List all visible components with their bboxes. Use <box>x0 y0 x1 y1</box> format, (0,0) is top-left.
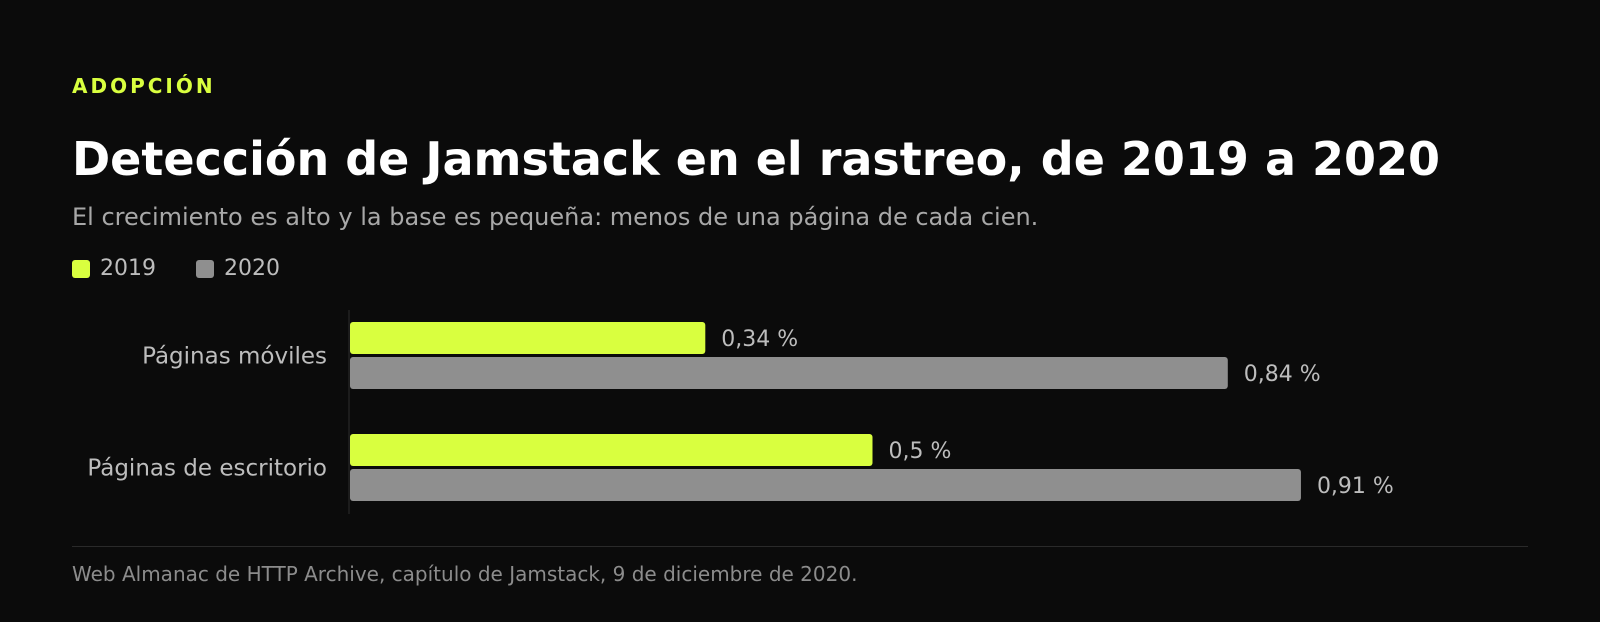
bar-chart: Páginas móviles 0,34 % 0,84 % Páginas de es… <box>87 310 1394 514</box>
value-label-2020: 0,84 % <box>1244 362 1321 387</box>
bar-2019 <box>350 434 873 466</box>
bar-2019 <box>350 322 706 354</box>
value-label-2019: 0,34 % <box>721 327 798 352</box>
legend-label-2020: 2020 <box>224 256 280 281</box>
bar-2020 <box>350 357 1228 389</box>
bar-2020 <box>350 469 1301 501</box>
value-label-2020: 0,91 % <box>1317 474 1394 499</box>
category-label: Páginas móviles <box>142 344 327 370</box>
section-eyebrow: ADOPCIÓN <box>72 74 216 98</box>
legend-swatch-2020 <box>196 259 214 278</box>
footer-divider <box>72 546 1528 547</box>
chart-title: Detección de Jamstack en el rastreo, de … <box>72 132 1441 186</box>
legend-item-2019: 2019 <box>72 256 156 281</box>
value-label-2019: 0,5 % <box>889 439 952 464</box>
legend-label-2019: 2019 <box>100 256 156 281</box>
source-note: Web Almanac de HTTP Archive, capítulo de… <box>72 562 858 586</box>
chart-legend: 2019 2020 <box>72 256 320 281</box>
chart-subtitle: El crecimiento es alto y la base es pequ… <box>72 203 1039 231</box>
legend-swatch-2019 <box>72 259 90 278</box>
legend-item-2020: 2020 <box>196 256 280 281</box>
category-label: Páginas de escritorio <box>87 456 327 482</box>
